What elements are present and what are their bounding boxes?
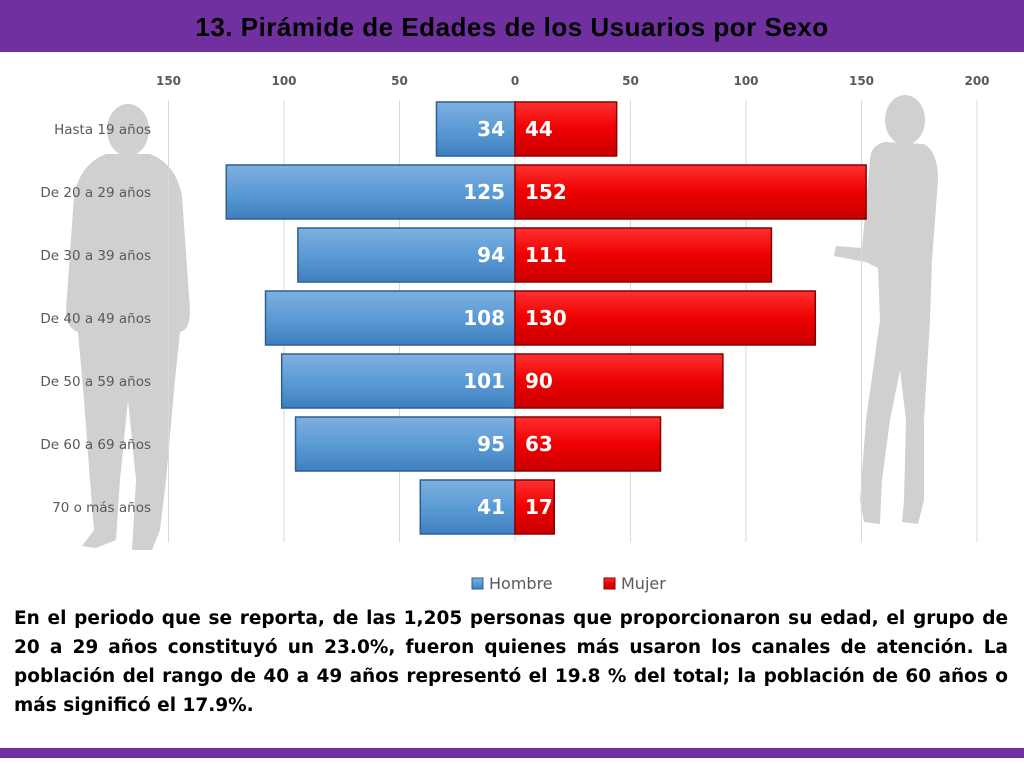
legend-swatch bbox=[603, 577, 616, 590]
x-axis-tick-labels: 150 100 50 0 50 100 150 200 bbox=[156, 74, 990, 88]
category-label: De 50 a 59 años bbox=[40, 374, 151, 390]
x-tick-label: 0 bbox=[511, 74, 519, 88]
legend-label: Mujer bbox=[621, 574, 666, 593]
bar-value-labels: 34 44 125 152 94 111 108 130 101 90 95 63 41 17 bbox=[463, 117, 567, 519]
x-tick-label: 50 bbox=[391, 74, 408, 88]
x-tick-label: 150 bbox=[849, 74, 874, 88]
chart-bars bbox=[225, 101, 867, 535]
value-label-hombre: 101 bbox=[463, 369, 505, 393]
category-label: De 30 a 39 años bbox=[40, 248, 151, 264]
x-tick-label: 100 bbox=[271, 74, 296, 88]
category-label: Hasta 19 años bbox=[54, 122, 151, 138]
value-label-mujer: 111 bbox=[525, 243, 567, 267]
value-label-hombre: 108 bbox=[463, 306, 505, 330]
female-silhouette-icon bbox=[834, 95, 938, 524]
bar-hombre bbox=[264, 290, 516, 346]
category-label: De 20 a 29 años bbox=[40, 185, 151, 201]
chart-legend: Hombre Mujer bbox=[471, 574, 666, 593]
bar-hombre bbox=[280, 353, 516, 409]
bar-mujer bbox=[514, 416, 662, 472]
x-tick-label: 100 bbox=[733, 74, 758, 88]
bar-mujer bbox=[514, 479, 556, 535]
category-label: De 60 a 69 años bbox=[40, 437, 151, 453]
bar-hombre bbox=[435, 101, 516, 157]
value-label-mujer: 17 bbox=[525, 495, 553, 519]
bar-mujer bbox=[514, 353, 724, 409]
value-label-mujer: 152 bbox=[525, 180, 567, 204]
bar-hombre bbox=[297, 227, 516, 283]
population-pyramid-chart: 150 100 50 0 50 100 150 200 Hasta 19 años De 20 … bbox=[40, 74, 990, 593]
legend-label: Hombre bbox=[489, 574, 553, 593]
value-label-hombre: 94 bbox=[477, 243, 505, 267]
legend-swatch bbox=[471, 577, 484, 590]
slide-description: En el periodo que se reporta, de las 1,2… bbox=[14, 608, 1008, 716]
x-tick-label: 150 bbox=[156, 74, 181, 88]
value-label-hombre: 125 bbox=[463, 180, 505, 204]
bar-mujer bbox=[514, 101, 618, 157]
value-label-hombre: 95 bbox=[477, 432, 505, 456]
bar-mujer bbox=[514, 227, 773, 283]
male-silhouette-icon bbox=[66, 104, 190, 550]
bar-hombre bbox=[294, 416, 516, 472]
value-label-mujer: 130 bbox=[525, 306, 567, 330]
category-label: De 40 a 49 años bbox=[40, 311, 151, 327]
x-tick-label: 200 bbox=[964, 74, 989, 88]
x-tick-label: 50 bbox=[622, 74, 639, 88]
bar-mujer bbox=[514, 290, 817, 346]
value-label-hombre: 34 bbox=[477, 117, 505, 141]
value-label-hombre: 41 bbox=[477, 495, 505, 519]
title-bar bbox=[0, 0, 1024, 52]
y-axis-category-labels: Hasta 19 años De 20 a 29 años De 30 a 39 a… bbox=[40, 122, 151, 516]
bottom-bar bbox=[0, 748, 1024, 758]
category-label: 70 o más años bbox=[52, 500, 151, 516]
bar-mujer bbox=[514, 164, 867, 220]
slide-title: 13. Pirámide de Edades de los Usuarios p… bbox=[195, 12, 829, 42]
bar-hombre bbox=[419, 479, 516, 535]
value-label-mujer: 90 bbox=[525, 369, 553, 393]
value-label-mujer: 63 bbox=[525, 432, 553, 456]
value-label-mujer: 44 bbox=[525, 117, 553, 141]
